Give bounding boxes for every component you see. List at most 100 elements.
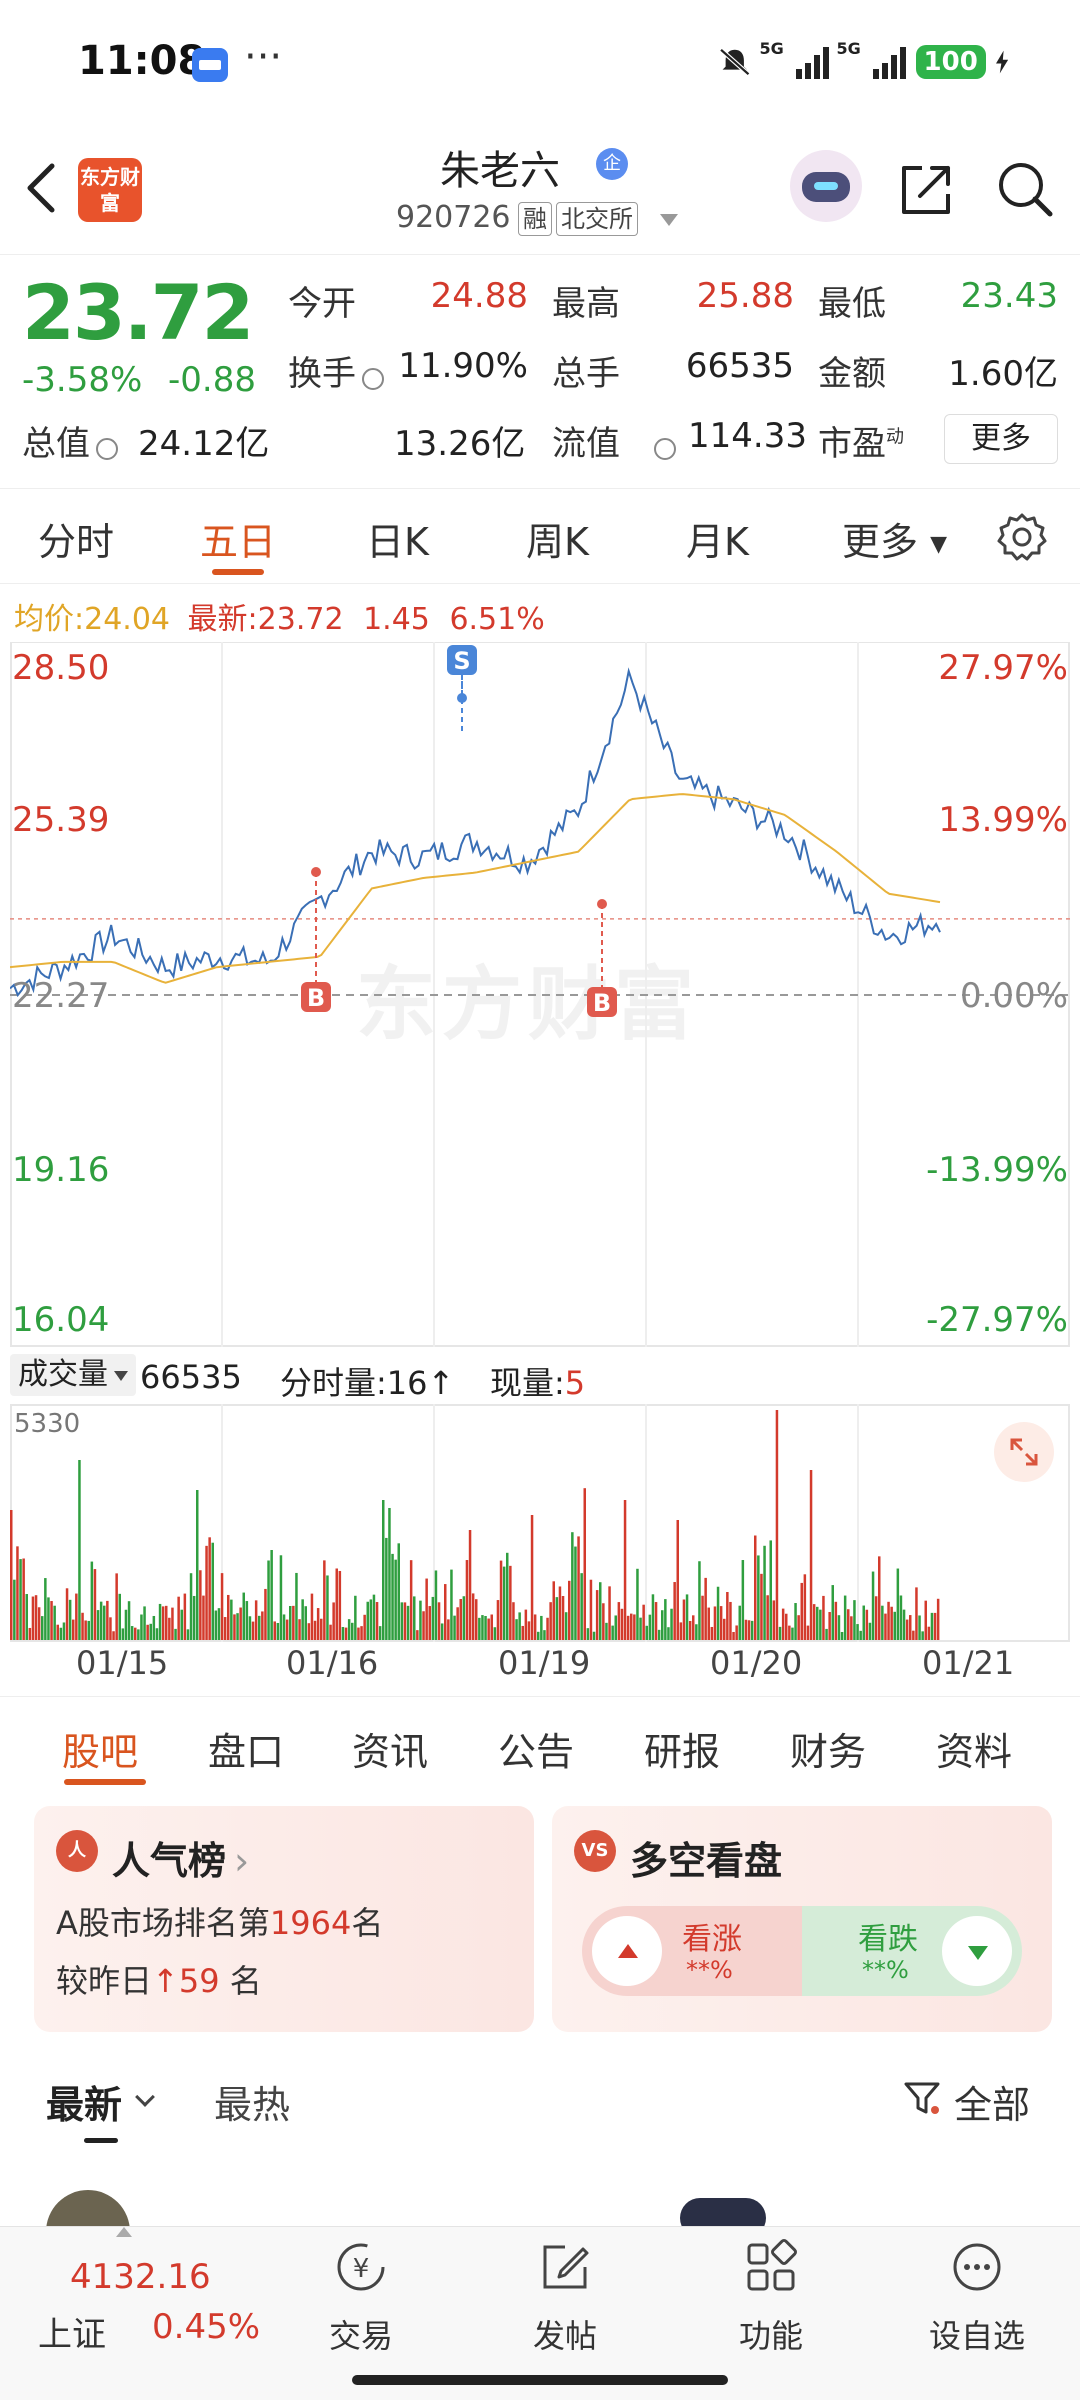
nav-watchlist[interactable]: 设自选 bbox=[912, 2237, 1042, 2357]
caret-down-icon[interactable] bbox=[660, 214, 678, 226]
current-price: 23.72 bbox=[22, 268, 254, 357]
search-icon[interactable] bbox=[994, 158, 1056, 220]
tab-profile[interactable]: 资料 bbox=[936, 1730, 1013, 1774]
tab-research[interactable]: 研报 bbox=[644, 1730, 721, 1774]
trade-icon: ¥ bbox=[337, 2243, 385, 2291]
nav-trade[interactable]: ¥ 交易 bbox=[296, 2237, 426, 2357]
volume-bar bbox=[502, 1566, 506, 1640]
volume-bar bbox=[22, 1558, 25, 1640]
volume-bar bbox=[344, 1627, 348, 1640]
volume-bar bbox=[28, 1627, 32, 1640]
bullish-button[interactable]: 看涨 **% bbox=[582, 1906, 802, 1996]
volume-bar bbox=[490, 1614, 493, 1640]
volume-bar bbox=[583, 1488, 586, 1640]
more-quote-button[interactable]: 更多 bbox=[944, 414, 1058, 464]
tab-more-label: 更多 bbox=[842, 520, 919, 564]
tab-intraday[interactable]: 分时 bbox=[38, 520, 115, 564]
info-icon[interactable] bbox=[654, 438, 676, 460]
volume-bar bbox=[636, 1568, 639, 1640]
tab-weekly-k[interactable]: 周K bbox=[526, 520, 589, 564]
brand-logo[interactable]: 东方财富 bbox=[78, 158, 142, 222]
tab-forum[interactable]: 股吧 bbox=[62, 1730, 139, 1774]
tab-announcements[interactable]: 公告 bbox=[498, 1730, 575, 1774]
volume-bar bbox=[633, 1614, 636, 1640]
volume-bar bbox=[679, 1622, 683, 1640]
nav-post[interactable]: 发帖 bbox=[500, 2237, 630, 2357]
volume-bar bbox=[254, 1600, 258, 1640]
volume-bar bbox=[450, 1569, 453, 1640]
index-change[interactable]: 0.45% bbox=[152, 2307, 261, 2347]
chart-watermark: 东方财富 bbox=[356, 958, 700, 1051]
quote-label: 今开 bbox=[288, 284, 356, 324]
popularity-card[interactable]: 人 人气榜 › A股市场排名第1964名 较昨日↑59 名 bbox=[34, 1806, 534, 2032]
active-tab-indicator bbox=[64, 1779, 146, 1785]
volume-bar bbox=[592, 1631, 596, 1640]
volume-bar bbox=[462, 1596, 466, 1640]
five-day-price-chart[interactable]: B B S bbox=[10, 642, 1070, 1347]
filter-label[interactable]: 全部 bbox=[954, 2083, 1031, 2127]
volume-bar bbox=[87, 1620, 90, 1640]
volume-bar bbox=[825, 1628, 828, 1640]
feed-sort-hot[interactable]: 最热 bbox=[214, 2083, 291, 2127]
market-rank-value: 1964 bbox=[269, 1904, 352, 1942]
volume-bar bbox=[930, 1612, 934, 1640]
wallet-app-icon bbox=[192, 48, 228, 82]
bearish-button[interactable]: 看跌 **% bbox=[802, 1906, 1022, 1996]
volume-bar bbox=[512, 1602, 515, 1640]
volume-bar bbox=[301, 1599, 304, 1640]
volume-bar bbox=[335, 1568, 338, 1640]
quote-value: 11.90% bbox=[398, 346, 528, 386]
x-axis-date: 01/20 bbox=[710, 1644, 803, 1682]
tab-daily-k[interactable]: 日K bbox=[366, 520, 429, 564]
info-icon[interactable] bbox=[362, 368, 384, 390]
home-indicator[interactable] bbox=[352, 2375, 728, 2385]
share-icon[interactable] bbox=[896, 158, 958, 220]
volume-bar bbox=[137, 1629, 140, 1640]
ai-assistant-avatar[interactable] bbox=[790, 150, 862, 222]
volume-bar bbox=[239, 1607, 242, 1640]
feed-post-preview[interactable] bbox=[46, 2190, 1046, 2230]
volume-bar bbox=[933, 1612, 937, 1640]
chevron-down-icon[interactable] bbox=[135, 2087, 155, 2107]
volume-bar bbox=[313, 1620, 317, 1640]
volume-chart[interactable]: 5330 bbox=[10, 1404, 1070, 1642]
volume-bar bbox=[589, 1579, 593, 1640]
tab-monthly-k[interactable]: 月K bbox=[686, 520, 749, 564]
volume-bar bbox=[174, 1628, 177, 1640]
volume-bar bbox=[289, 1605, 292, 1640]
back-icon[interactable] bbox=[22, 160, 62, 216]
info-icon[interactable] bbox=[96, 438, 118, 460]
indicator-selector[interactable]: 成交量 bbox=[10, 1354, 136, 1396]
volume-bar bbox=[230, 1599, 233, 1640]
bearish-label: 看跌 bbox=[858, 1922, 918, 1957]
filter-icon[interactable] bbox=[902, 2078, 942, 2118]
volume-bar bbox=[506, 1552, 509, 1640]
charging-icon bbox=[995, 50, 1008, 74]
tab-financials[interactable]: 财务 bbox=[790, 1730, 867, 1774]
index-name[interactable]: 上证 bbox=[38, 2315, 106, 2355]
exchange-badge[interactable]: 北交所 bbox=[556, 202, 638, 236]
volume-bar bbox=[248, 1616, 252, 1640]
volume-bar bbox=[521, 1625, 524, 1640]
chevron-right-icon: › bbox=[234, 1839, 250, 1883]
volume-bar bbox=[372, 1594, 376, 1640]
tab-more[interactable]: 更多 ▼ bbox=[842, 511, 947, 566]
tab-order-book[interactable]: 盘口 bbox=[208, 1730, 285, 1774]
status-bar: 11:08 ··· 5G 5G 100 bbox=[0, 0, 1080, 120]
tab-news[interactable]: 资讯 bbox=[352, 1730, 429, 1774]
svg-text:¥: ¥ bbox=[353, 2254, 370, 2284]
expand-chart-button[interactable] bbox=[994, 1422, 1054, 1482]
feed-sort-latest[interactable]: 最新 bbox=[46, 2083, 123, 2127]
caret-up-icon[interactable] bbox=[116, 2227, 132, 2237]
bull-bear-title: 多空看盘 bbox=[630, 1839, 783, 1883]
status-indicators: 5G 5G 100 bbox=[718, 39, 1008, 84]
vip-badge bbox=[680, 2198, 766, 2230]
tab-five-day[interactable]: 五日 bbox=[200, 520, 277, 564]
volume-max-label: 5330 bbox=[14, 1409, 80, 1439]
volume-bar bbox=[614, 1615, 617, 1640]
nav-functions[interactable]: 功能 bbox=[706, 2237, 836, 2357]
gear-icon[interactable] bbox=[996, 511, 1048, 563]
index-value[interactable]: 4132.16 bbox=[70, 2257, 211, 2297]
volume-bar bbox=[112, 1631, 115, 1640]
volume-bar bbox=[431, 1596, 435, 1640]
